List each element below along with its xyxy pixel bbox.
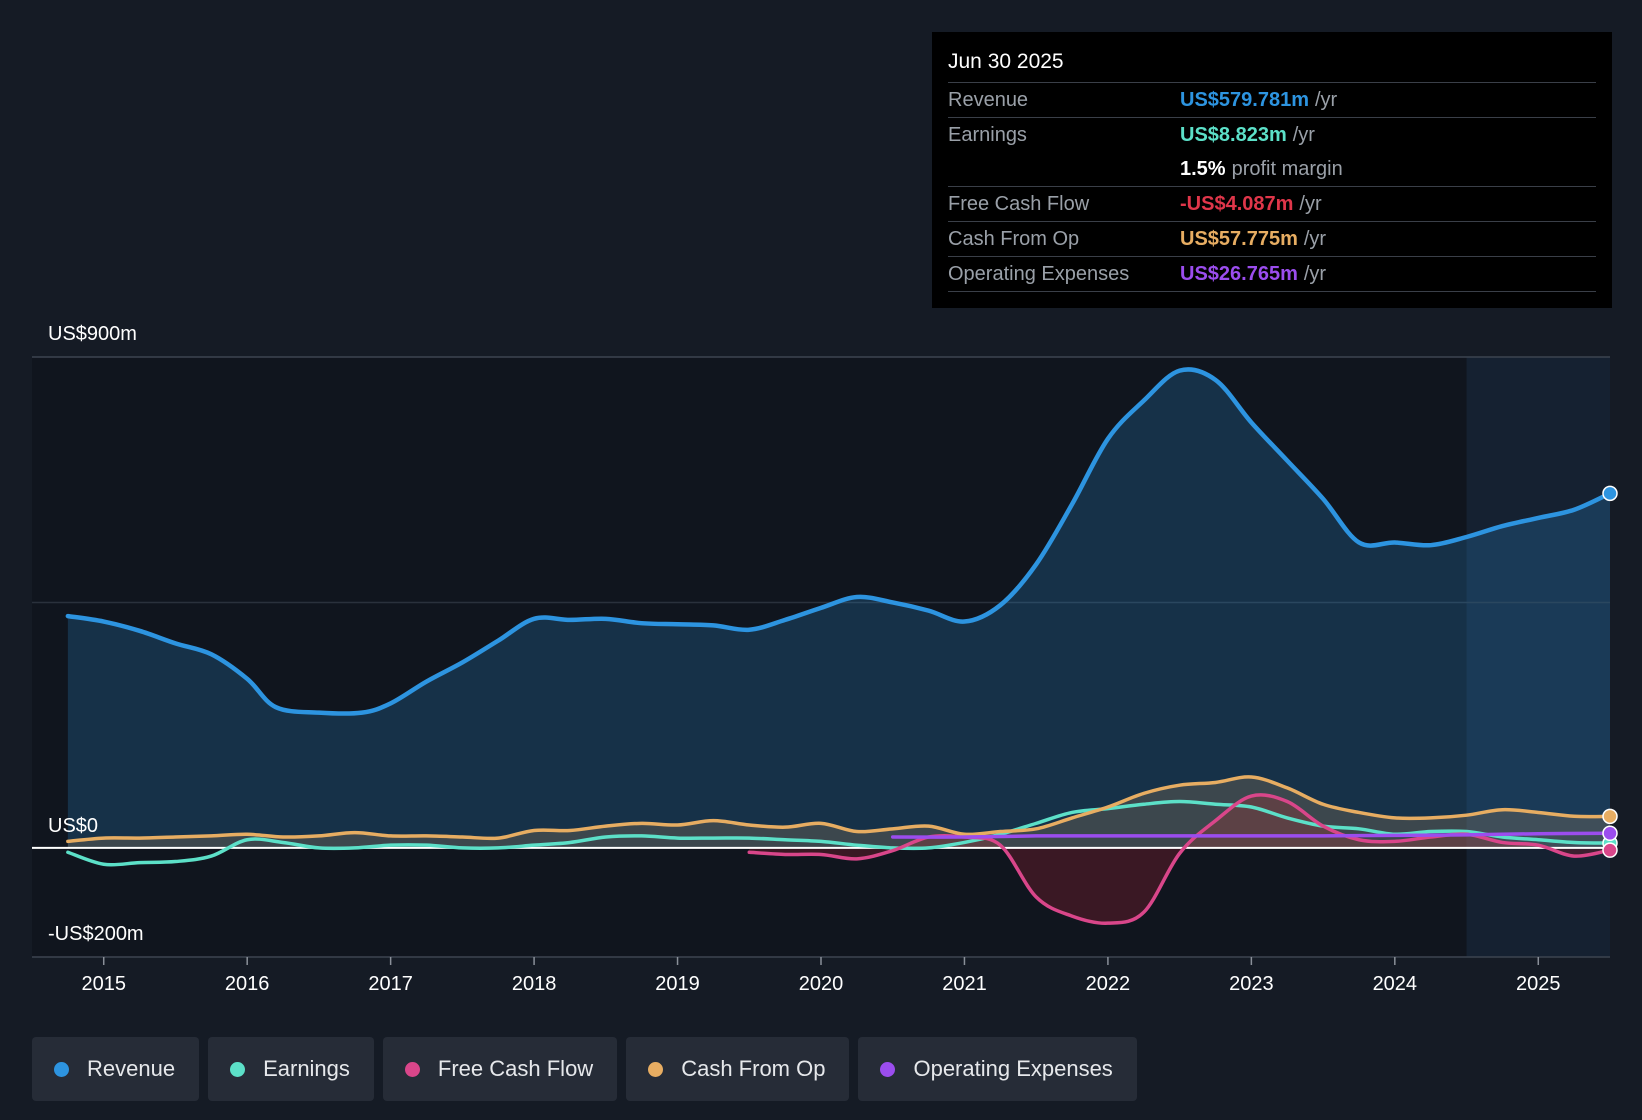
x-tick-label: 2016 [225,973,270,995]
revenue-end-point [1602,485,1618,502]
tooltip-value: US$57.775m [1180,228,1298,250]
x-tick-label: 2015 [81,973,126,995]
tooltip-value: -US$4.087m [1180,193,1294,215]
tooltip-label [948,152,1180,186]
tooltip-label: Cash From Op [948,228,1080,250]
tooltip-row-revenue: Revenue US$579.781m /yr [948,83,1596,118]
tooltip-date: Jun 30 2025 [948,46,1596,83]
x-tick-label: 2025 [1516,973,1561,995]
operating-expenses-line [890,831,1612,839]
legend-label: Cash From Op [681,1056,826,1081]
legend-item-cash-from-op[interactable]: Cash From Op [626,1037,850,1101]
tooltip-row-operating-expenses: Operating Expenses US$26.765m /yr [948,257,1596,292]
x-tick-label: 2022 [1086,973,1131,995]
legend-dot-icon [54,1061,69,1077]
legend-item-earnings[interactable]: Earnings [208,1037,374,1101]
legend: Revenue Earnings Free Cash Flow Cash Fro… [32,1037,1137,1101]
y-label-zero: US$0 [48,815,98,837]
tooltip: Jun 30 2025 Revenue US$579.781m /yr Earn… [932,32,1612,308]
tooltip-value: US$8.823m [1180,124,1287,146]
tooltip-row-free-cash-flow: Free Cash Flow -US$4.087m /yr [948,187,1596,222]
tooltip-label: Earnings [948,124,1027,146]
tooltip-unit: /yr [1314,89,1338,111]
free-cash-flow-end-point [1602,842,1618,858]
x-tick-label: 2024 [1373,973,1418,995]
legend-dot-icon [230,1061,246,1077]
cash-from-op-end-point [1602,808,1618,825]
cash-from-op-line [66,775,1612,844]
legend-dot-icon [404,1061,420,1077]
tooltip-row-cash-from-op: Cash From Op US$57.775m /yr [948,222,1596,257]
x-tick-label: 2020 [799,973,844,995]
tooltip-unit: profit margin [1231,158,1343,180]
tooltip-unit: /yr [1303,263,1327,285]
tooltip-unit: /yr [1299,193,1322,215]
operating-expenses-end-point [1602,825,1618,842]
tooltip-label: Free Cash Flow [948,193,1090,215]
tooltip-row-profit-margin: 1.5% profit margin [948,152,1596,187]
tooltip-unit: /yr [1292,124,1315,146]
legend-item-operating-expenses[interactable]: Operating Expenses [858,1037,1137,1101]
tooltip-label: Revenue [948,89,1029,111]
plot-background [32,357,1610,957]
legend-label: Free Cash Flow [437,1056,594,1081]
cash-from-op-area [67,776,1610,848]
legend-label: Earnings [263,1056,350,1081]
tooltip-row-earnings: Earnings US$8.823m /yr [948,118,1596,152]
legend-dot-icon [880,1061,896,1077]
tooltip-unit: /yr [1303,228,1327,250]
revenue-line [65,367,1613,716]
tooltip-value: US$26.765m [1180,263,1298,285]
legend-label: Revenue [87,1056,176,1081]
legend-item-free-cash-flow[interactable]: Free Cash Flow [382,1037,618,1101]
revenue-area [67,369,1610,848]
x-tick-label: 2023 [1229,973,1274,995]
x-tick-label: 2021 [942,973,987,995]
earnings-line [66,799,1612,867]
legend-dot-icon [648,1061,664,1077]
x-tick-label: 2019 [655,973,700,995]
x-tick-label: 2018 [512,973,557,995]
x-tick-label: 2017 [368,973,413,995]
tooltip-value: US$579.781m [1180,89,1309,111]
legend-label: Operating Expenses [913,1056,1113,1081]
legend-item-revenue[interactable]: Revenue [32,1037,200,1101]
tooltip-label: Operating Expenses [948,263,1130,285]
y-label-top: US$900m [48,323,137,345]
tooltip-value: 1.5% [1180,158,1226,180]
y-label-bottom: -US$200m [48,923,144,945]
